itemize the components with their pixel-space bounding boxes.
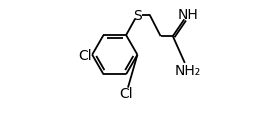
Text: Cl: Cl xyxy=(120,86,133,100)
Text: S: S xyxy=(133,9,142,22)
Text: NH: NH xyxy=(177,8,198,22)
Text: NH₂: NH₂ xyxy=(175,63,201,77)
Text: Cl: Cl xyxy=(78,48,92,62)
